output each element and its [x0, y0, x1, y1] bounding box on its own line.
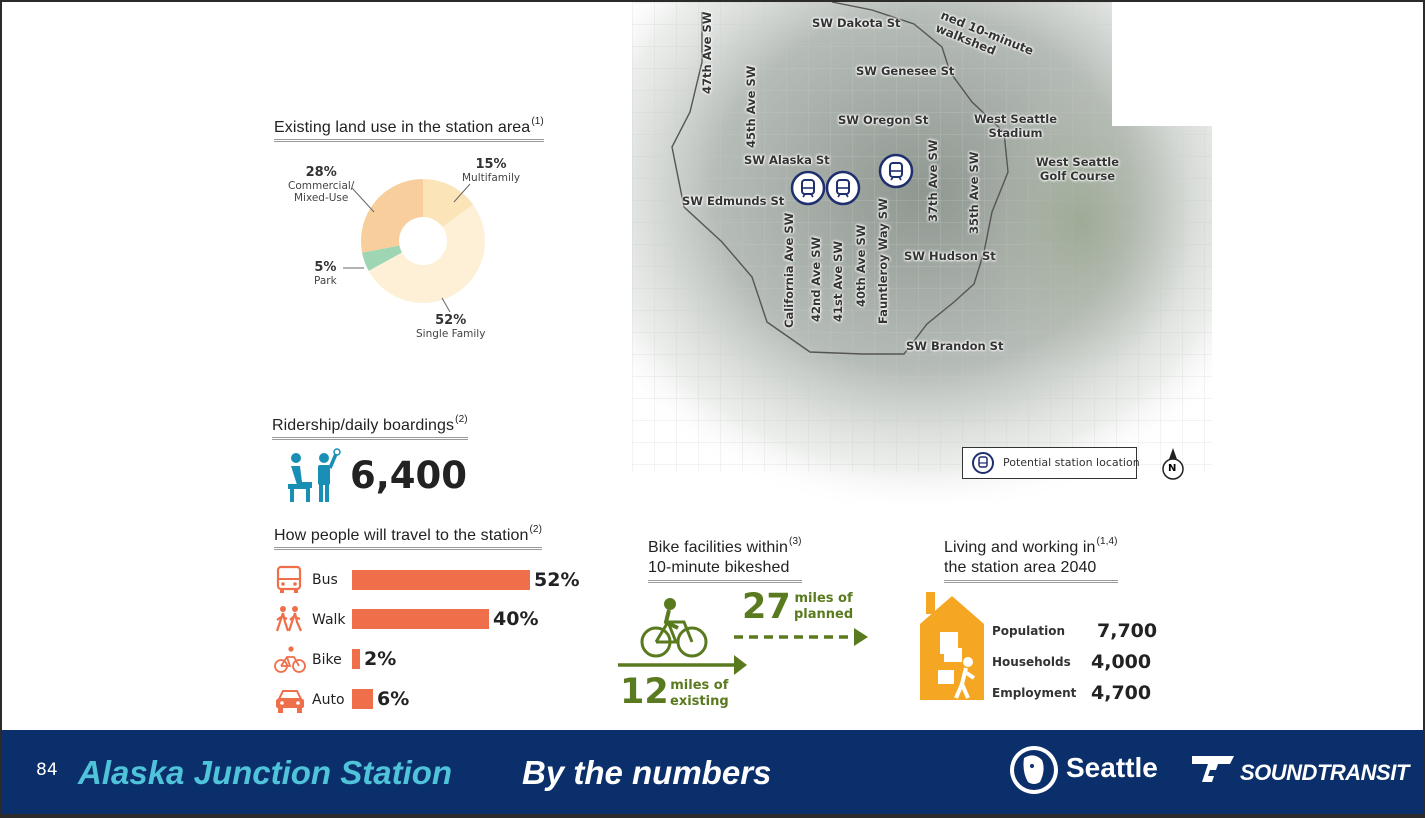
bike-diagram	[618, 598, 868, 675]
street-sw-dakota: SW Dakota St	[812, 16, 901, 30]
street-california-ave: California Ave SW	[782, 212, 796, 328]
station-legend-icon	[972, 452, 994, 474]
donut-slice-single-family	[368, 204, 485, 304]
street-sw-alaska: SW Alaska St	[744, 153, 830, 167]
living-heading: Living and working in(1,4) the station ar…	[944, 532, 1118, 583]
value-bus: 52%	[534, 569, 580, 591]
street-35th-ave: 35th Ave SW	[967, 151, 981, 234]
leader-lines	[343, 183, 471, 313]
mode-label-auto: Auto	[312, 692, 345, 708]
mode-label-bus: Bus	[312, 572, 338, 588]
street-sw-oregon: SW Oregon St	[838, 113, 929, 127]
value-auto: 6%	[377, 688, 410, 710]
page-number: 84	[36, 760, 58, 780]
existing-miles-value: 12	[620, 672, 669, 712]
place-west-seattle-stadium: West Seattle Stadium	[974, 112, 1057, 140]
stat-value-households: 4,000	[1091, 651, 1152, 673]
street-41st-ave: 41st Ave SW	[831, 240, 845, 322]
planned-miles-label: miles of planned	[794, 591, 854, 622]
land-use-donut-chart	[361, 179, 485, 304]
street-sw-edmunds: SW Edmunds St	[682, 194, 785, 208]
street-sw-genesee: SW Genesee St	[856, 64, 955, 78]
bike-heading: Bike facilities within(3) 10-minute bikes…	[648, 532, 802, 583]
label-single-family: 52% Single Family	[416, 313, 486, 340]
existing-miles-label: miles of existing	[670, 678, 729, 709]
car-icon	[276, 690, 304, 713]
stat-value-employment: 4,700	[1091, 682, 1152, 704]
footer-bar: 84 Alaska Junction Station By the number…	[2, 730, 1423, 814]
mode-label-walk: Walk	[312, 612, 346, 628]
value-walk: 40%	[493, 608, 539, 630]
travel-heading: How people will travel to the station(2)	[274, 524, 543, 550]
mode-label-bike: Bike	[312, 652, 342, 668]
donut-slice-park	[362, 245, 402, 271]
land-use-heading: Existing land use in the station area(1)	[274, 116, 544, 142]
map: ned 10-minute walkshed SW Dakota St SW Ge…	[632, 2, 1212, 502]
station-marker-1[interactable]	[790, 170, 826, 206]
street-40th-ave: 40th Ave SW	[854, 224, 868, 307]
ridership-value: 6,400	[350, 454, 468, 497]
street-sw-hudson: SW Hudson St	[904, 249, 996, 263]
soundtransit-logo-text: SOUNDTRANSIT	[1240, 760, 1409, 785]
map-background	[632, 2, 1212, 502]
street-37th-ave: 37th Ave SW	[926, 139, 940, 222]
label-commercial: 28% Commercial/ Mixed-Use	[288, 165, 355, 204]
soundtransit-logo-icon	[1192, 756, 1234, 782]
footer-title-rest: By the numbers	[522, 754, 772, 791]
donut-slice-multifamily	[423, 179, 474, 227]
bar-auto	[352, 689, 373, 709]
footer-title-accent: Alaska Junction Station	[78, 754, 453, 791]
stat-label-employment: Employment	[992, 686, 1077, 700]
planned-miles-value: 27	[742, 587, 791, 627]
legend-label: Potential station location	[1003, 456, 1140, 469]
place-west-seattle-golf-course: West Seattle Golf Course	[1036, 155, 1119, 183]
north-arrow-icon: N	[1159, 446, 1187, 482]
stat-value-population: 7,700	[1097, 620, 1158, 642]
bar-walk	[352, 609, 489, 629]
stat-label-population: Population	[992, 624, 1066, 638]
rider-icon	[288, 448, 341, 502]
seattle-seal-icon	[1010, 746, 1058, 794]
house-worker-icon	[920, 592, 984, 700]
donut-slice-commercial-mixed-use	[361, 179, 423, 253]
bar-bike	[352, 649, 360, 669]
label-park: 5% Park	[314, 260, 337, 287]
ridership-heading: Ridership/daily boardings(2)	[272, 414, 468, 440]
stat-label-households: Households	[992, 655, 1071, 669]
street-42nd-ave: 42nd Ave SW	[809, 236, 823, 322]
seattle-logo-text: Seattle	[1066, 752, 1158, 783]
street-fauntleroy-way: Fauntleroy Way SW	[876, 198, 890, 324]
map-legend: Potential station location	[962, 447, 1140, 479]
walk-icon	[275, 606, 303, 632]
station-marker-3[interactable]	[878, 153, 914, 189]
street-sw-brandon: SW Brandon St	[906, 339, 1004, 353]
cyclist-icon	[640, 598, 708, 658]
value-bike: 2%	[364, 648, 397, 670]
bike-icon	[274, 646, 306, 673]
bar-bus	[352, 570, 530, 590]
street-47th-ave: 47th Ave SW	[700, 11, 714, 94]
station-marker-2[interactable]	[825, 170, 861, 206]
slide: ned 10-minute walkshed SW Dakota St SW Ge…	[2, 2, 1423, 730]
label-multifamily: 15% Multifamily	[462, 157, 521, 184]
street-45th-ave: 45th Ave SW	[744, 65, 758, 148]
bus-icon	[276, 565, 302, 593]
